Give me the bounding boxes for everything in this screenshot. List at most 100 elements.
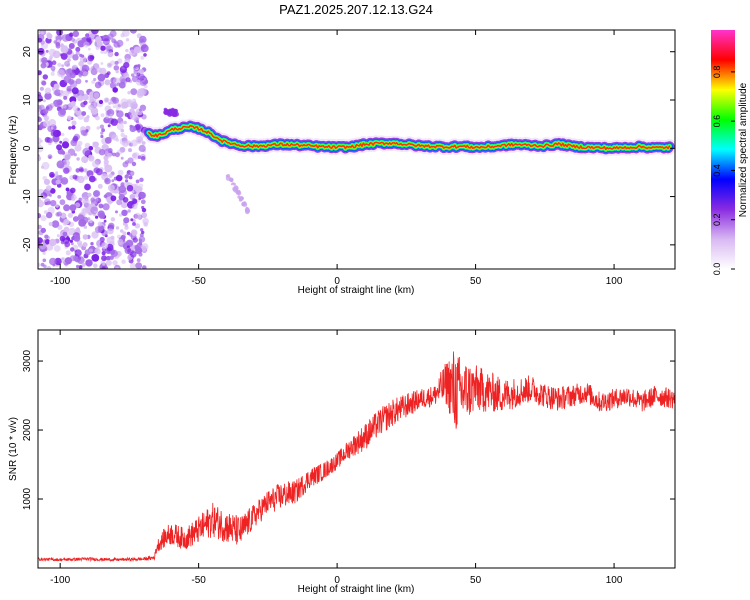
noise-blob [131, 190, 135, 194]
noise-blob [124, 160, 129, 165]
noise-blob [78, 243, 83, 248]
noise-blob [64, 241, 71, 248]
noise-blob [115, 226, 120, 230]
noise-blob [120, 201, 128, 209]
noise-blob [132, 98, 137, 103]
noise-blob [115, 210, 118, 214]
noise-blob [134, 212, 142, 220]
noise-blob [71, 120, 77, 126]
noise-blob [81, 68, 85, 72]
colorbar-tick-label: 0.0 [712, 263, 722, 276]
noise-blob [42, 251, 46, 255]
noise-blob [44, 87, 52, 95]
noise-blob [70, 247, 75, 252]
noise-blob [90, 242, 94, 246]
noise-blob [104, 79, 111, 86]
noise-blob [49, 238, 57, 247]
noise-blob [122, 231, 127, 236]
noise-blob [86, 96, 91, 101]
noise-blob [127, 157, 134, 164]
noise-blob [107, 124, 111, 128]
noise-blob [139, 177, 144, 182]
noise-blob [38, 117, 42, 123]
y-tick-label: 10 [22, 94, 33, 106]
noise-blob [114, 152, 120, 158]
noise-blob [63, 75, 72, 84]
noise-blob [63, 95, 68, 100]
noise-blob [104, 51, 107, 55]
noise-blob [38, 229, 44, 236]
secondary-feature-point [165, 109, 169, 113]
noise-blob [106, 255, 111, 261]
noise-blob [78, 72, 83, 77]
y-tick-label: -20 [22, 237, 33, 252]
noise-blob [110, 217, 116, 222]
noise-blob [109, 113, 113, 117]
noise-blob [103, 155, 109, 161]
noise-blob [132, 203, 138, 210]
noise-blob [38, 197, 41, 201]
noise-blob [67, 212, 73, 218]
noise-blob [129, 108, 135, 113]
chart-title: PAZ1.2025.207.12.13.G24 [279, 2, 433, 17]
noise-blob [112, 260, 118, 266]
noise-blob [90, 68, 98, 76]
noise-blob [59, 140, 63, 144]
noise-blob [39, 242, 47, 250]
noise-blob [117, 169, 124, 176]
secondary-feature-point [170, 108, 175, 113]
noise-blob [124, 112, 129, 117]
noise-blob [75, 168, 81, 173]
noise-blob [120, 156, 124, 160]
noise-blob [38, 262, 41, 267]
noise-blob [81, 155, 89, 164]
noise-blob [140, 245, 147, 252]
x-tick-label: 100 [606, 575, 623, 586]
noise-blob [41, 80, 47, 86]
noise-blob [40, 192, 48, 199]
spectrogram-frame [37, 29, 676, 270]
noise-blob [125, 223, 129, 228]
noise-blob [57, 100, 62, 105]
noise-blob [72, 174, 78, 180]
noise-blob [70, 242, 74, 246]
noise-blob [72, 135, 79, 142]
noise-blob [105, 259, 112, 266]
noise-blob [81, 111, 87, 116]
noise-blob [131, 230, 137, 236]
noise-blob [42, 108, 49, 115]
noise-blob [107, 184, 115, 192]
noise-blob [38, 111, 41, 116]
noise-blob [118, 185, 127, 194]
noise-blob [80, 129, 87, 136]
noise-blob [139, 132, 146, 138]
noise-blob [86, 36, 92, 43]
noise-blob [55, 204, 59, 208]
noise-blob [141, 230, 145, 235]
noise-blob [83, 168, 88, 173]
noise-blob [73, 234, 81, 242]
noise-blob [110, 118, 119, 126]
noise-blob [95, 168, 103, 176]
noise-blob [56, 144, 63, 151]
noise-blob [124, 135, 128, 139]
noise-blob [100, 131, 104, 135]
x-tick-label: 50 [470, 276, 482, 287]
noise-blob [139, 187, 143, 191]
noise-blob [63, 204, 71, 212]
noise-blob [117, 44, 121, 48]
noise-blob [112, 97, 119, 104]
noise-blob [44, 198, 51, 206]
noise-blob [121, 209, 128, 216]
noise-blob [75, 227, 81, 232]
noise-blob [38, 70, 42, 76]
x-tick-label: 50 [470, 575, 482, 586]
noise-blob [64, 60, 71, 67]
noise-blob [113, 65, 120, 71]
noise-blob [107, 227, 114, 235]
noise-blob [55, 179, 61, 185]
noise-blob [77, 95, 84, 102]
noise-blob [41, 42, 49, 50]
noise-blob [132, 237, 138, 243]
